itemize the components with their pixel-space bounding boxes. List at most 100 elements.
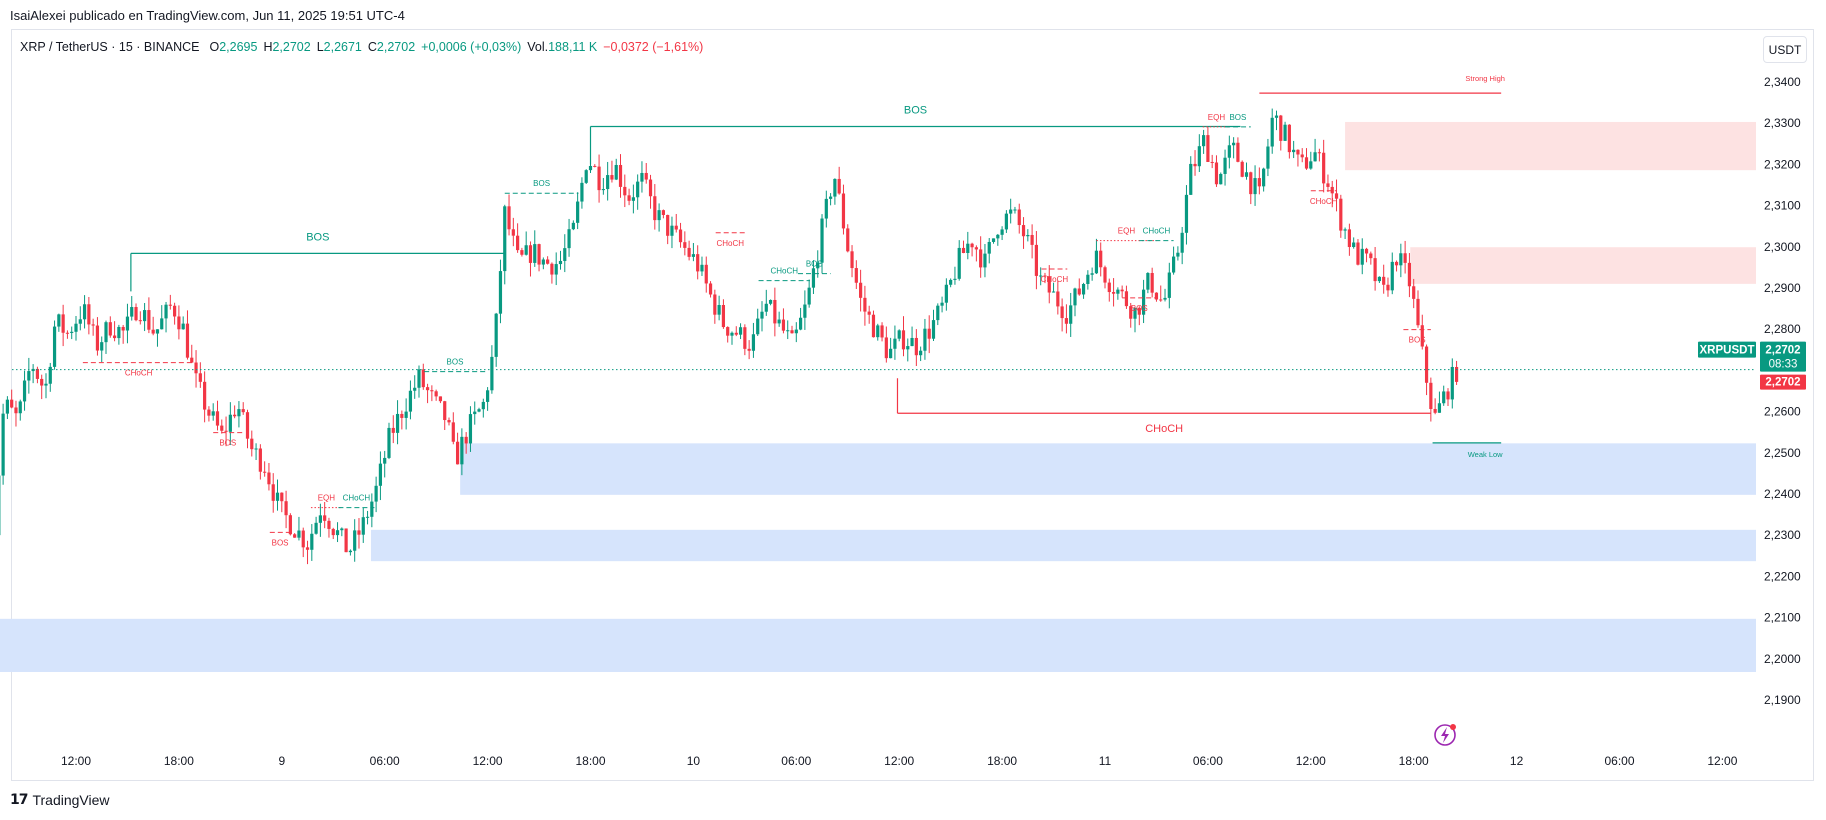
- tradingview-mark-icon: 17: [10, 792, 29, 808]
- symbol-label[interactable]: XRP / TetherUS · 15 · BINANCE: [20, 40, 200, 54]
- candle-body: [1184, 194, 1189, 233]
- candle-body: [640, 172, 644, 182]
- x-tick-label: 12:00: [61, 754, 91, 768]
- candle-body: [464, 436, 468, 444]
- candle-body: [670, 225, 674, 236]
- lightning-icon[interactable]: [1434, 724, 1456, 746]
- candle-body: [348, 550, 352, 553]
- candle-body: [507, 206, 511, 230]
- candle-body: [233, 414, 237, 417]
- candle-body: [494, 313, 498, 357]
- x-tick-label: 12:00: [1707, 754, 1737, 768]
- candle-body: [353, 530, 357, 551]
- candle-body: [340, 528, 344, 531]
- candle-body: [1253, 178, 1257, 195]
- candle-body: [447, 420, 451, 423]
- candle-body: [211, 411, 215, 416]
- candle-body: [974, 247, 978, 250]
- candle-body: [1313, 152, 1317, 162]
- candle-body: [1099, 250, 1103, 268]
- x-tick-label: 12: [1510, 754, 1524, 768]
- candle-body: [112, 335, 117, 339]
- candle-body: [1000, 229, 1004, 235]
- candle-body: [781, 319, 786, 331]
- candle-body: [301, 530, 305, 548]
- candle-body: [1356, 242, 1360, 265]
- candle-body: [1133, 307, 1137, 319]
- candle-body: [293, 534, 297, 538]
- candle-body: [48, 366, 52, 384]
- candle-body: [777, 319, 781, 324]
- candle-body: [1026, 234, 1030, 237]
- structure-label-bos: BOS: [1409, 336, 1426, 345]
- candle-body: [5, 399, 9, 414]
- candle-body: [1446, 391, 1450, 400]
- structure-label-bos: BOS: [1131, 304, 1148, 313]
- candle-body: [931, 320, 936, 339]
- candle-body: [100, 342, 104, 351]
- x-tick-label: 11: [1099, 754, 1112, 768]
- candle-body: [1077, 288, 1081, 295]
- candle-body: [961, 247, 966, 253]
- candle-body: [1420, 325, 1424, 347]
- currency-unit-button[interactable]: USDT: [1763, 36, 1807, 63]
- tradingview-logo[interactable]: 17 TradingView: [10, 792, 110, 808]
- candle-body: [1009, 209, 1013, 214]
- candle-body: [438, 396, 443, 402]
- candle-body: [443, 401, 447, 421]
- candle-body: [91, 324, 95, 326]
- candle-body: [57, 314, 61, 327]
- candle-body: [824, 198, 828, 219]
- axes-layer: 2,3400 2,3300 2,3200 2,3100 2,3000 2,2900 2,28…: [61, 75, 1801, 768]
- candle-body: [78, 319, 82, 324]
- candle-body: [816, 262, 820, 269]
- candle-body: [610, 175, 614, 180]
- candle-body: [224, 430, 228, 432]
- candle-body: [1103, 267, 1107, 283]
- candle-body: [18, 401, 22, 414]
- candle-body: [940, 302, 944, 306]
- low-value: 2,2671: [323, 40, 362, 54]
- open-value: 2,2695: [219, 40, 258, 54]
- candle-body: [511, 229, 515, 236]
- candle-body: [756, 318, 760, 335]
- candle-body: [833, 178, 837, 197]
- candle-body: [1090, 273, 1094, 275]
- candle-body: [618, 164, 623, 187]
- candle-body: [631, 197, 635, 201]
- swing-label: Strong High: [1465, 74, 1505, 83]
- candle-body: [408, 390, 413, 412]
- y-tick-label: 2,2400: [1764, 487, 1801, 501]
- x-tick-label: 18:00: [164, 754, 194, 768]
- candle-body: [644, 172, 648, 180]
- x-tick-label: 06:00: [1604, 754, 1634, 768]
- candle-body: [190, 357, 194, 363]
- candle-body: [1249, 172, 1253, 195]
- structure-label-bos: BOS: [272, 538, 289, 547]
- candle-body: [490, 356, 494, 391]
- candle-body: [1223, 157, 1227, 174]
- candle-body: [288, 515, 292, 535]
- candle-body: [164, 304, 168, 319]
- candle-body: [1206, 135, 1210, 162]
- x-tick-label: 10: [687, 754, 701, 768]
- candle-body: [151, 329, 155, 334]
- candle-body: [430, 390, 434, 392]
- y-tick-label: 2,2000: [1764, 652, 1801, 666]
- candle-body: [378, 463, 383, 486]
- candle-body: [1386, 284, 1390, 291]
- symbol-tag-bg: [1698, 341, 1756, 358]
- candle-body: [383, 457, 387, 464]
- candle-body: [627, 195, 631, 201]
- candle-body: [1369, 253, 1373, 259]
- candle-body: [751, 334, 756, 351]
- candle-body: [584, 170, 588, 183]
- candle-body: [1334, 193, 1339, 199]
- candle-body: [1262, 168, 1266, 187]
- candle-body: [571, 222, 575, 230]
- x-tick-label: 06:00: [370, 754, 400, 768]
- candle-body: [263, 471, 267, 473]
- candle-body: [863, 297, 867, 312]
- candle-body: [1292, 149, 1296, 153]
